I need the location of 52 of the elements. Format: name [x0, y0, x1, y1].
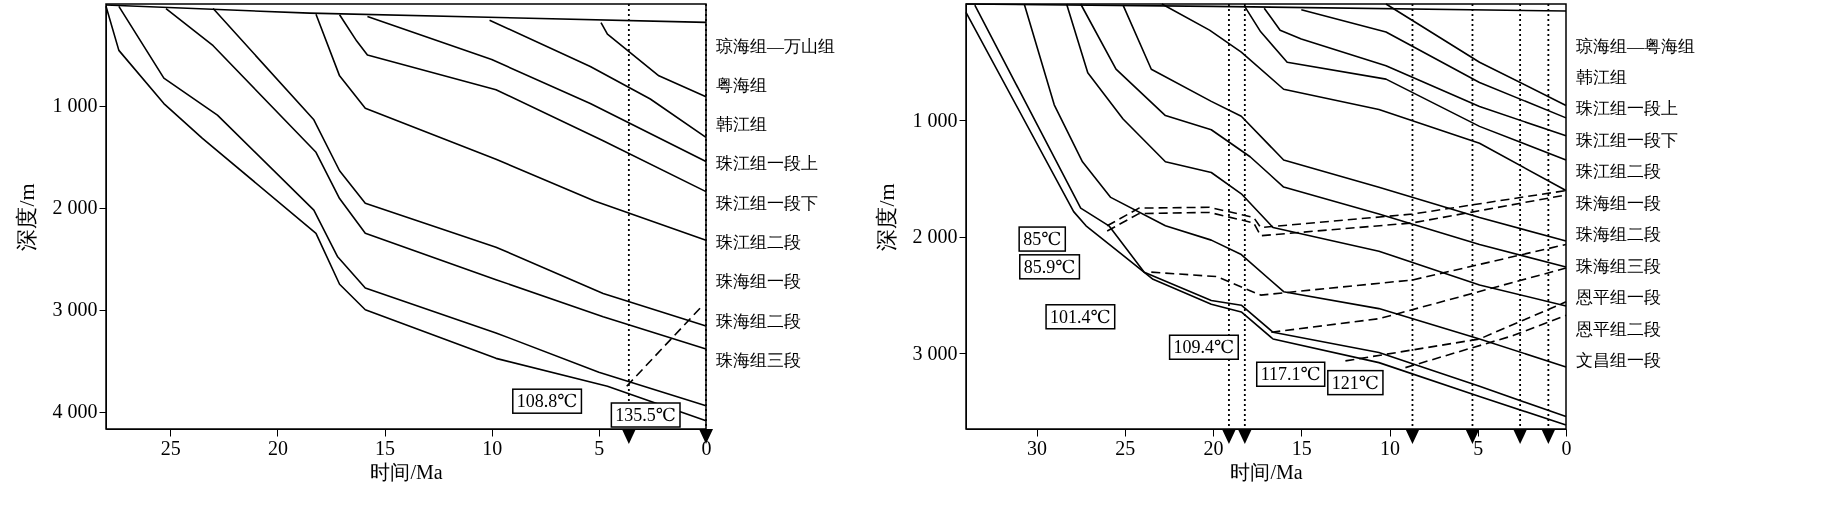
text: 珠江组二段	[1576, 162, 1661, 182]
x-tick-label: 30	[1027, 436, 1048, 459]
text: 珠海组三段	[1576, 256, 1661, 276]
text: 珠江组一段上	[1576, 99, 1678, 119]
y-tick-label: 2 000	[912, 225, 958, 248]
y-tick-label: 1 000	[52, 94, 98, 117]
y-tick-label: 3 000	[52, 298, 98, 321]
text: 韩江组	[716, 115, 767, 135]
annotation: 85℃	[1023, 229, 1062, 250]
x-tick-label: 10	[1380, 436, 1401, 459]
x-tick-label: 25	[1115, 436, 1136, 459]
text: 粤海组	[716, 75, 767, 95]
text: 珠海组二段	[716, 311, 801, 331]
y-axis-title: 深度/m	[873, 183, 899, 251]
text: 琼海组—粤海组	[1576, 36, 1695, 56]
text: 珠江组一段下	[716, 193, 818, 213]
x-tick-label: 20	[1203, 436, 1224, 459]
text: 恩平组二段	[1575, 319, 1661, 339]
y-tick-label: 3 000	[912, 341, 958, 364]
text: 珠江组二段	[716, 233, 801, 253]
annotation: 109.4℃	[1173, 337, 1235, 358]
x-tick-label: 5	[594, 436, 605, 459]
text: 珠海组三段	[716, 351, 801, 370]
y-tick-label: 1 000	[912, 108, 958, 131]
x-tick-label: 25	[160, 436, 181, 459]
annotation: 135.5℃	[615, 405, 676, 425]
y-tick-label: 2 000	[52, 196, 98, 219]
y-tick-label: 4 000	[52, 400, 98, 423]
x-tick-label: 15	[375, 436, 396, 459]
x-tick-label: 0	[1561, 436, 1572, 459]
text: 珠海组一段	[716, 272, 801, 292]
y-axis-title: 深度/m	[13, 183, 39, 251]
annotation: 85.9℃	[1023, 256, 1076, 277]
text: 恩平组一段	[1575, 288, 1661, 308]
text: 文昌组一段	[1576, 351, 1661, 370]
x-axis-title: 时间/Ma	[370, 460, 443, 483]
annotation: 121℃	[1331, 372, 1379, 393]
annotation: 117.1℃	[1260, 364, 1321, 385]
text: 珠江组一段上	[716, 154, 818, 174]
text: 琼海组—万山组	[716, 36, 835, 56]
x-axis-title: 时间/Ma	[1230, 460, 1303, 483]
text: 珠海组一段	[1576, 193, 1661, 213]
x-tick-label: 20	[267, 436, 288, 459]
text: 韩江组	[1576, 67, 1627, 87]
text: 珠海组二段	[1576, 225, 1661, 245]
x-tick-label: 5	[1473, 436, 1484, 459]
annotation: 101.4℃	[1050, 306, 1111, 327]
x-tick-label: 10	[482, 436, 503, 459]
text: 珠江组一段下	[1576, 130, 1678, 150]
annotation: 108.8℃	[516, 391, 578, 412]
x-tick-label: 15	[1291, 436, 1312, 459]
x-tick-label: 0	[701, 436, 712, 459]
